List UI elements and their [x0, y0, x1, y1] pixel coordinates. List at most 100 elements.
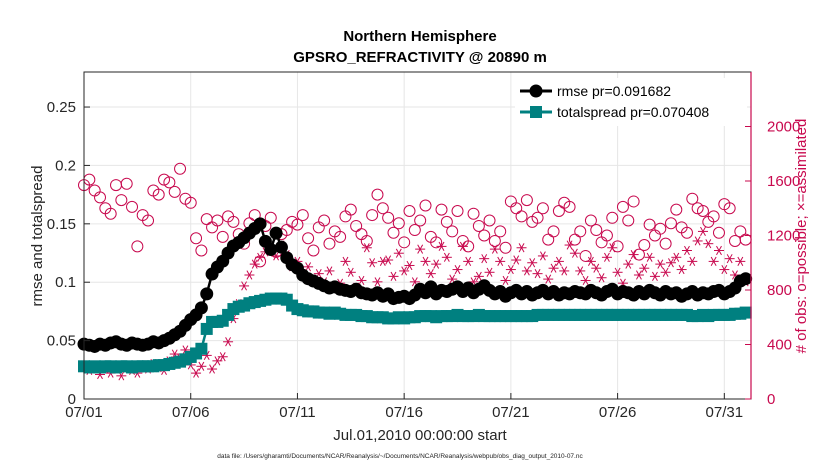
possible-obs-point	[195, 244, 208, 257]
assimilated-obs-point	[724, 254, 735, 264]
assimilated-obs-point	[473, 271, 484, 281]
chart-title: Northern Hemisphere	[343, 28, 496, 45]
y-tick-label: 0.15	[47, 216, 76, 233]
rmse-point	[739, 272, 753, 286]
assimilated-obs-point	[196, 361, 207, 371]
possible-obs-point	[264, 211, 277, 224]
rmse-series	[77, 217, 753, 353]
possible-obs-point	[360, 234, 373, 247]
possible-obs-point	[680, 226, 693, 239]
y-tick-label: 0.05	[47, 333, 76, 350]
possible-obs-point	[643, 218, 656, 231]
possible-obs-point	[190, 232, 203, 245]
assimilated-obs-point	[591, 263, 602, 273]
possible-obs-point	[216, 230, 229, 243]
assimilated-obs-point	[532, 269, 543, 279]
totalspread-series	[78, 292, 752, 374]
possible-obs-point	[606, 211, 619, 224]
x-axis-label: Jul.01,2010 00:00:00 start	[333, 427, 507, 444]
possible-obs-point	[158, 173, 171, 186]
assimilated-obs-point	[420, 256, 431, 266]
assimilated-obs-point	[644, 252, 655, 262]
possible-obs-point	[376, 202, 389, 215]
possible-obs-point	[291, 218, 304, 231]
assimilated-obs-point	[345, 267, 356, 277]
possible-obs-point	[382, 211, 395, 224]
possible-obs-point	[392, 217, 405, 230]
x-tick-label: 07/16	[385, 404, 423, 421]
assimilated-obs-point	[207, 364, 218, 374]
assimilated-obs-point	[516, 243, 527, 253]
possible-obs-point	[403, 204, 416, 217]
possible-obs-point	[483, 214, 496, 227]
assimilated-obs-point	[575, 266, 586, 276]
possible-obs-point	[563, 200, 576, 213]
assimilated-obs-point	[457, 241, 468, 251]
totalspread-point	[739, 306, 752, 319]
chart-subtitle: GPSRO_REFRACTIVITY @ 20890 m	[293, 49, 547, 66]
assimilated-obs-point	[239, 281, 250, 291]
possible-obs-point	[515, 210, 528, 223]
assimilated-obs-point	[601, 252, 612, 262]
possible-obs-point	[414, 214, 427, 227]
possible-obs-point	[547, 225, 560, 238]
assimilated-obs-point	[463, 256, 474, 266]
possible-obs-point	[616, 200, 629, 213]
possible-obs-point	[435, 203, 448, 216]
assimilated-obs-point	[367, 258, 378, 268]
assimilated-obs-point	[665, 258, 676, 268]
possible-obs-point	[174, 162, 187, 175]
assimilated-obs-point	[735, 256, 746, 266]
assimilated-obs-point	[431, 259, 442, 269]
assimilated-obs-point	[628, 249, 639, 260]
legend-spread-marker	[530, 106, 542, 118]
possible-obs-point	[307, 244, 320, 257]
possible-obs-point	[696, 204, 709, 217]
assimilated-obs-point	[719, 264, 730, 275]
assimilated-obs-point	[244, 270, 255, 280]
possible-obs-point	[323, 237, 336, 250]
possible-obs-point	[520, 194, 533, 207]
legend-rmse-label: rmse pr=0.091682	[557, 83, 671, 99]
assimilated-obs-point	[356, 275, 367, 286]
possible-obs-point	[536, 202, 549, 215]
assimilated-obs-point	[623, 259, 634, 269]
assimilated-obs-point	[543, 274, 554, 284]
y-right-tick-label: 400	[767, 337, 792, 354]
assimilated-obs-point	[249, 259, 260, 269]
possible-obs-point	[622, 214, 635, 227]
possible-obs-point	[344, 203, 357, 216]
possible-obs-point	[574, 225, 587, 238]
possible-obs-point	[478, 229, 491, 242]
assimilated-obs-point	[692, 236, 703, 246]
possible-obs-point	[211, 214, 224, 227]
y-axis-right-label: # of obs: o=possible; ×=assimilated	[793, 119, 810, 354]
totalspread-point	[195, 342, 208, 355]
assimilated-obs-point	[393, 248, 404, 258]
possible-obs-point	[254, 255, 267, 268]
assimilated-obs-point	[441, 252, 452, 262]
assimilated-obs-point	[495, 256, 506, 266]
legend-rmse-marker	[529, 84, 543, 98]
possible-obs-point	[707, 210, 720, 223]
assimilated-obs-point	[569, 248, 580, 258]
possible-obs-point	[227, 215, 240, 228]
y-axis-left: 0 0.05 0.1 0.15 0.2 0.25	[47, 99, 90, 408]
possible-obs-point	[440, 215, 453, 228]
x-tick-label: 07/26	[599, 404, 637, 421]
possible-obs-point	[686, 192, 699, 205]
possible-obs-point	[408, 224, 421, 237]
assimilated-obs-point	[607, 243, 618, 253]
x-tick-label: 07/21	[492, 404, 530, 421]
assimilated-obs-point	[708, 256, 719, 266]
obs-count-layer	[78, 162, 752, 381]
legend-box	[515, 78, 747, 126]
rmse-point	[269, 226, 283, 240]
assimilated-obs-point	[511, 255, 522, 265]
assimilated-obs-point	[361, 243, 372, 253]
assimilated-obs-point	[191, 368, 202, 378]
assimilated-obs-point	[660, 267, 671, 277]
legend-spread-label: totalspread pr=0.070408	[557, 104, 709, 120]
assimilated-obs-point	[479, 254, 490, 264]
assimilated-obs-point	[527, 258, 538, 268]
